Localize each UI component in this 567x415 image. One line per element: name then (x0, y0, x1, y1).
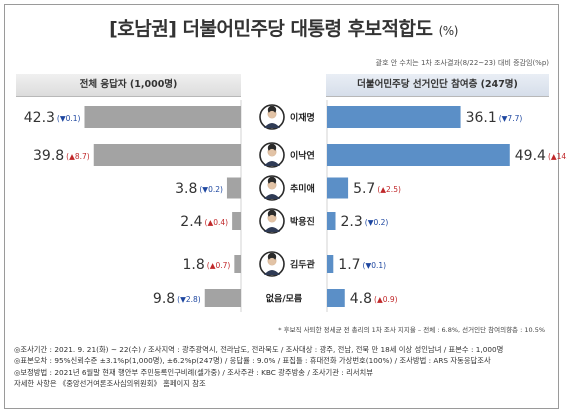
portrait-suit-row-4 (264, 270, 280, 275)
left-value-row-5: 9.8 (153, 291, 175, 307)
left-bar-row-5 (204, 289, 241, 307)
portrait-suit-row-0 (264, 123, 280, 128)
candidate-name-row-5: 없음/모름 (266, 293, 302, 305)
portrait-suit-row-3 (264, 227, 280, 232)
right-value-row-4: 1.7 (338, 257, 360, 273)
comparison-note: 괄호 안 수치는 1차 조사결과(8/22~23) 대비 증감임(%p) (375, 59, 549, 67)
left-bar-row-2 (226, 177, 241, 199)
chart-title: [호남권] 더불어민주당 대통령 후보적합도 (%) (0, 14, 567, 41)
left-change-row-5: (▼2.8) (177, 295, 201, 304)
survey-meta: ◎조사기간 : 2021. 9. 21(화) ~ 22(수) / 조사지역 : … (14, 344, 559, 389)
right-bar-row-4 (327, 255, 334, 273)
left-value-row-1: 39.8 (33, 148, 64, 164)
left-value-row-2: 3.8 (175, 181, 197, 197)
portrait-suit-row-1 (264, 161, 280, 166)
left-value-row-0: 42.3 (24, 110, 55, 126)
right-bar-row-5 (327, 289, 345, 307)
right-value-row-0: 36.1 (466, 110, 497, 126)
portrait-suit-row-2 (264, 194, 280, 199)
right-change-row-1: (▲14.1) (548, 152, 567, 161)
meta-line-period: ◎조사기간 : 2021. 9. 21(화) ~ 22(수) / 조사지역 : … (14, 345, 504, 354)
chart-title-text: [호남권] 더불어민주당 대통령 후보적합도 (109, 18, 433, 40)
left-value-row-4: 1.8 (183, 257, 205, 273)
left-change-row-4: (▲0.7) (207, 261, 231, 270)
right-change-row-0: (▼7.7) (499, 114, 523, 123)
meta-line-weighting: ◎보정방법 : 2021년 6월말 현재 행안부 주민등록인구비례(셀가중) /… (14, 367, 373, 377)
right-series-header: 더불어민주당 선거인단 참여층 (247명) (326, 74, 549, 97)
candidate-name-row-3: 박용진 (290, 216, 315, 228)
left-bar-row-4 (234, 255, 241, 273)
right-change-row-3: (▼0.2) (365, 218, 389, 227)
left-bar-row-3 (232, 212, 241, 230)
right-change-row-4: (▼0.1) (363, 261, 387, 270)
right-bar-row-0 (327, 106, 461, 128)
right-bar-row-1 (327, 144, 510, 166)
person-portrait-icon (268, 110, 276, 119)
right-change-row-5: (▲0.9) (374, 295, 398, 304)
person-portrait-icon (268, 257, 276, 266)
left-bar-row-1 (93, 144, 242, 166)
left-change-row-0: (▼0.1) (57, 114, 81, 123)
candidate-name-row-4: 김두관 (290, 259, 316, 271)
meta-line-error: ◎표본오차 : 95%신뢰수준 ±3.1%p(1,000명), ±6.2%p(2… (14, 356, 491, 366)
left-value-row-3: 2.4 (180, 214, 202, 230)
footnote: * 후보직 사퇴한 정세균 전 총리의 1차 조사 지지율 – 전체 : 6.8… (278, 326, 545, 334)
left-change-row-2: (▼0.2) (199, 185, 223, 194)
candidate-name-row-1: 이낙연 (290, 150, 315, 162)
right-change-row-2: (▲2.5) (377, 185, 401, 194)
right-bar-row-3 (327, 212, 336, 230)
candidate-name-row-0: 이재명 (290, 112, 315, 124)
person-portrait-icon (268, 181, 276, 190)
meta-line-reference: 자세한 사항은 《중앙선거여론조사심의위원회》 홈페이지 참조 (14, 378, 206, 388)
left-change-row-3: (▲0.4) (205, 218, 229, 227)
person-portrait-icon (268, 214, 276, 223)
person-portrait-icon (268, 148, 276, 157)
right-value-row-3: 2.3 (341, 214, 363, 230)
right-value-row-5: 4.8 (350, 291, 372, 307)
right-bar-row-2 (327, 177, 349, 199)
right-value-row-2: 5.7 (353, 181, 375, 197)
right-value-row-1: 49.4 (515, 148, 546, 164)
chart-frame (4, 4, 559, 409)
left-bar-row-0 (84, 106, 242, 128)
candidate-name-row-2: 추미애 (290, 183, 315, 195)
left-change-row-1: (▲8.7) (66, 152, 90, 161)
chart-title-unit: (%) (438, 24, 459, 38)
left-series-header: 전체 응답자 (1,000명) (16, 74, 241, 97)
